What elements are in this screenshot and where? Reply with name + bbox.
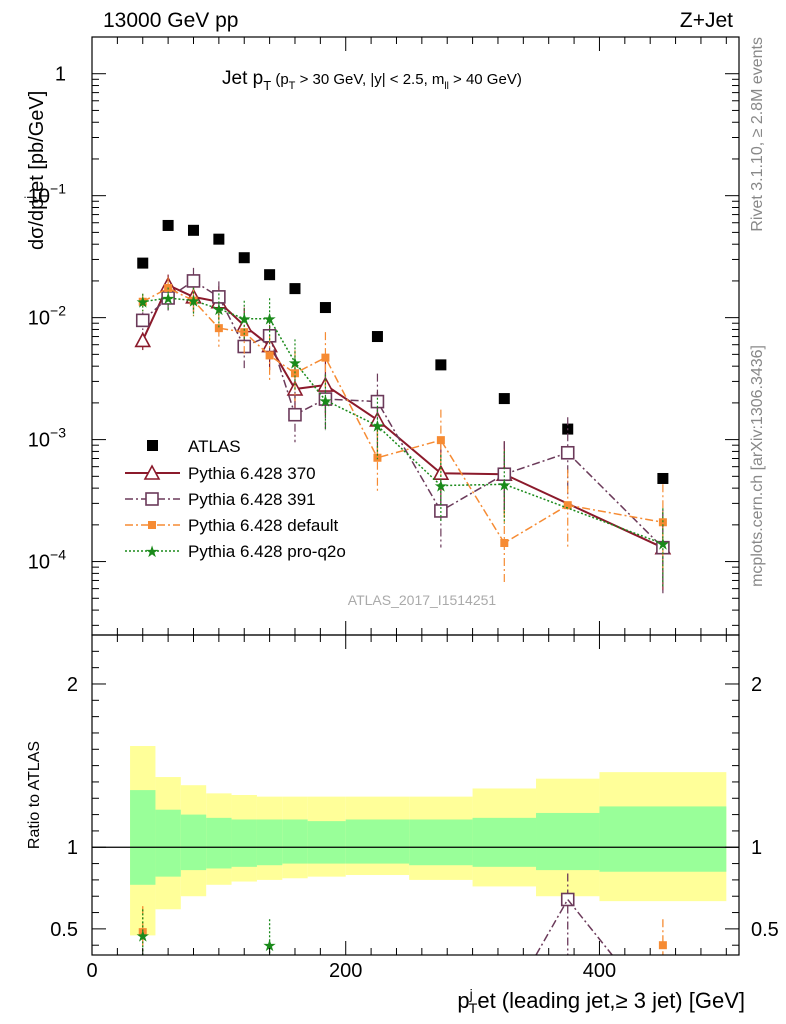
legend-item-pythia-pro-q2o: ★ Pythia 6.428 pro-q2o [125, 542, 346, 561]
legend-item-atlas: ATLAS [147, 437, 241, 456]
ratio-point-pythia-6-428-default [138, 928, 147, 937]
data-point-atlas [371, 331, 383, 343]
data-point-atlas [657, 472, 669, 484]
ratio-y-tick-label-right: 0.5 [751, 919, 779, 941]
data-point-atlas [187, 224, 199, 236]
data-point-pythia-6-428-391 [560, 445, 575, 460]
x-tick-label: 200 [329, 960, 362, 982]
ratio-band-green [307, 821, 346, 864]
data-point-pythia-6-428-default [265, 351, 274, 360]
data-point-pythia-6-428-default [436, 436, 445, 445]
header-energy-label: 13000 GeV pp [103, 9, 238, 32]
y-tick-label: 1 [55, 64, 66, 86]
data-point-pythia-6-428-pro-q2o: ★ [318, 393, 332, 410]
data-point-pythia-6-428-pro-q2o: ★ [136, 295, 150, 312]
ratio-y-tick-label: 0.5 [50, 919, 78, 941]
data-point-pythia-6-428-391 [186, 274, 201, 288]
data-point-pythia-6-428-default [658, 518, 667, 527]
ratio-band-green [409, 819, 473, 866]
ratio-band-green [206, 817, 232, 869]
ratio-point-pythia-6-428-pro-q2o: ★ [136, 928, 150, 945]
data-point-atlas [213, 233, 225, 245]
ratio-y-tick-label-right: 2 [751, 674, 762, 696]
legend-label-pythia-pro-q2o: Pythia 6.428 pro-q2o [188, 542, 346, 561]
data-point-pythia-6-428-pro-q2o: ★ [288, 355, 302, 372]
data-point-atlas [264, 269, 276, 281]
ratio-band-green [345, 819, 410, 864]
data-point-pythia-6-428-pro-q2o: ★ [262, 312, 276, 329]
data-point-atlas [319, 302, 331, 314]
data-point-pythia-6-428-pro-q2o: ★ [434, 479, 448, 496]
main-plot-title: Jet pT (pT > 30 GeV, |y| < 2.5, mll > 40… [222, 68, 522, 93]
data-point-atlas [289, 283, 301, 295]
legend-label-pythia-default: Pythia 6.428 default [188, 516, 339, 535]
legend-marker-pythia-391 [145, 492, 159, 506]
ratio-y-axis-label: Ratio to ATLAS [26, 741, 43, 849]
ratio-band-green [130, 790, 156, 885]
legend-item-pythia-370: Pythia 6.428 370 [125, 464, 316, 483]
header-process-label: Z+Jet [680, 9, 733, 32]
mcplots-label: mcplots.cern.ch [arXiv:1306.3436] [749, 345, 766, 587]
data-point-atlas [162, 219, 174, 231]
legend-label-pythia-370: Pythia 6.428 370 [188, 464, 316, 483]
data-point-pythia-6-428-391 [288, 407, 302, 422]
legend-marker-pythia-default [148, 521, 156, 529]
series-line-pythia-6-428-370 [141, 283, 664, 549]
data-point-pythia-6-428-370 [134, 331, 152, 348]
data-point-pythia-6-428-pro-q2o: ★ [212, 302, 226, 319]
data-point-pythia-6-428-default [240, 328, 249, 337]
ratio-band-green [282, 819, 308, 864]
analysis-watermark: ATLAS_2017_I1514251 [348, 592, 497, 608]
ratio-band-green [536, 812, 600, 871]
x-tick-label: 400 [583, 960, 616, 982]
data-point-atlas [498, 393, 510, 405]
y-tick-label: 10−1 [28, 181, 66, 208]
legend-marker-pythia-pro-q2o: ★ [145, 544, 159, 561]
ratio-band-green [472, 817, 537, 867]
data-point-pythia-6-428-default [214, 324, 223, 333]
ratio-band-green [256, 819, 283, 866]
legend-label-atlas: ATLAS [188, 437, 241, 456]
ratio-line-pythia-6-428-391 [535, 898, 613, 956]
legend-marker-pythia-370 [143, 464, 161, 480]
ratio-y-tick-label: 2 [67, 674, 78, 696]
x-tick-label: 0 [86, 960, 97, 982]
legend: ATLAS Pythia 6.428 370 Pythia 6.428 391 … [125, 437, 346, 561]
ratio-band-green [231, 819, 257, 867]
data-point-pythia-6-428-default [321, 353, 330, 362]
data-point-pythia-6-428-391 [135, 313, 150, 328]
legend-label-pythia-391: Pythia 6.428 391 [188, 490, 316, 509]
data-point-pythia-6-428-pro-q2o: ★ [186, 294, 200, 311]
data-point-pythia-6-428-default [563, 501, 572, 510]
y-tick-label: 10−2 [28, 303, 66, 330]
legend-item-pythia-391: Pythia 6.428 391 [125, 490, 316, 509]
data-point-pythia-6-428-default [500, 538, 509, 547]
ratio-point-pythia-6-428-pro-q2o: ★ [262, 938, 276, 955]
ratio-band-green [180, 814, 207, 871]
ratio-band-green [599, 806, 727, 872]
x-axis-label: pj Tet (leading jet,≥ 3 jet) [GeV] [457, 986, 745, 1016]
legend-marker-atlas [147, 440, 158, 451]
data-point-pythia-6-428-pro-q2o: ★ [237, 312, 251, 329]
data-point-atlas [137, 257, 149, 269]
data-point-atlas [238, 252, 250, 264]
rivet-version-label: Rivet 3.1.10, ≥ 2.8M events [749, 37, 766, 232]
series-line-pythia-6-428-pro-q2o [142, 297, 664, 545]
data-point-pythia-6-428-pro-q2o: ★ [161, 291, 175, 308]
ratio-y-tick-label-right: 1 [751, 837, 762, 859]
legend-item-pythia-default: Pythia 6.428 default [125, 516, 339, 535]
data-point-pythia-6-428-pro-q2o: ★ [497, 477, 511, 494]
ratio-y-tick-label: 1 [67, 837, 78, 859]
ratio-frame [91, 634, 740, 956]
data-point-atlas [435, 359, 447, 371]
ratio-band-green [155, 809, 181, 877]
y-tick-label: 10−3 [28, 425, 66, 452]
ratio-point-pythia-6-428-default [658, 941, 667, 950]
main-y-axis-label: dσ/dpjTet [pb/GeV] [22, 91, 51, 250]
data-point-pythia-6-428-pro-q2o: ★ [370, 419, 384, 436]
data-point-pythia-6-428-pro-q2o: ★ [656, 537, 670, 554]
y-tick-label: 10−4 [28, 547, 66, 574]
